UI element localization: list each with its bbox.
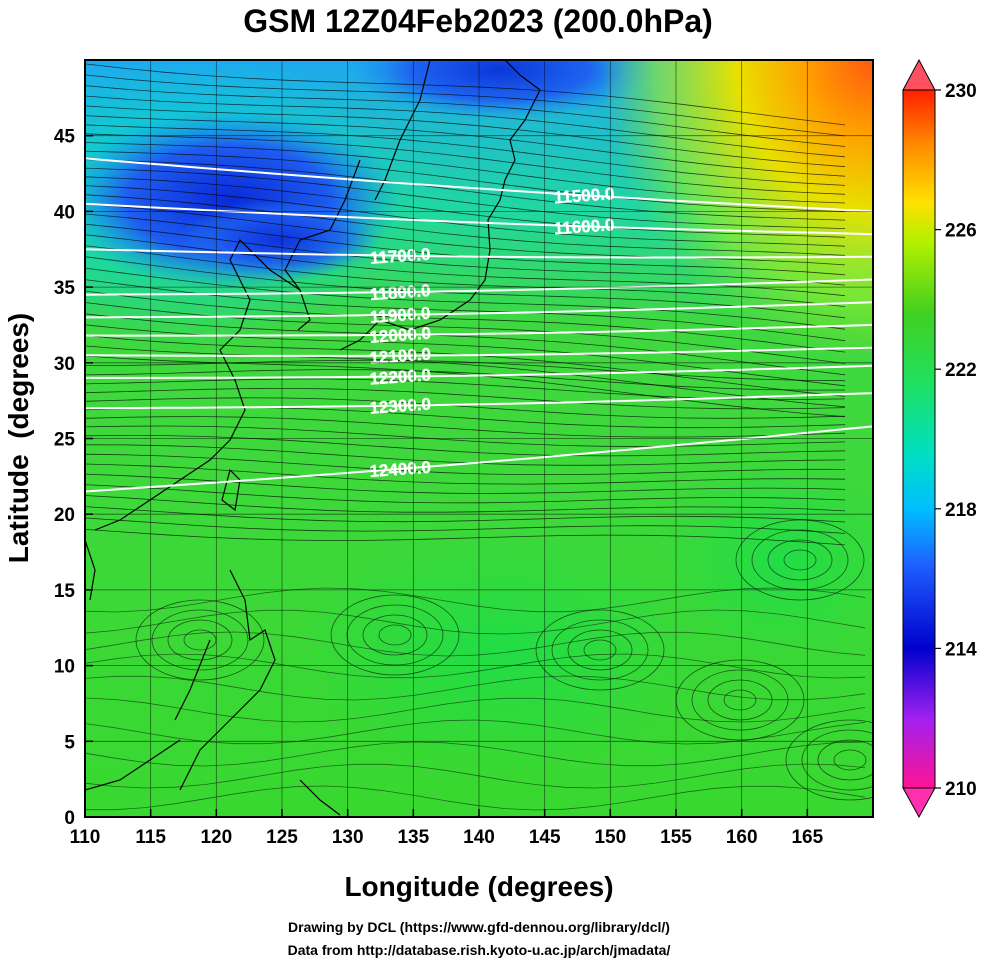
x-tick-label: 120: [200, 827, 232, 848]
x-tick-label: 140: [463, 827, 495, 848]
x-tick-label: 125: [266, 827, 298, 848]
y-axis: 0 5 10 15 20 25 30 35 40 45: [54, 127, 93, 829]
x-tick-label: 115: [135, 827, 166, 848]
contour-label: 11600.0: [553, 215, 615, 238]
y-tick-label: 10: [54, 657, 75, 678]
colorbar-label: 226: [945, 221, 977, 242]
contour-label: 11500.0: [553, 184, 615, 207]
x-axis: 110 115 120 125 130 135 140 145 150 155 160 165: [70, 809, 824, 848]
contour-label: 12400.0: [369, 458, 432, 481]
y-tick-label: 45: [54, 127, 76, 148]
x-tick-label: 165: [791, 827, 823, 848]
x-tick-label: 135: [397, 827, 429, 848]
y-tick-label: 0: [64, 808, 75, 829]
map-grid: [85, 60, 873, 817]
x-tick-label: 155: [660, 827, 692, 848]
wind-streamlines: [85, 60, 873, 811]
y-tick-label: 25: [54, 430, 76, 451]
colorbar-label: 214: [945, 639, 977, 660]
x-tick-label: 130: [332, 827, 364, 848]
y-tick-label: 5: [64, 732, 75, 753]
y-tick-label: 15: [54, 581, 76, 602]
contour-label: 12100.0: [369, 345, 432, 368]
credit-line-1: Drawing by DCL (https://www.gfd-dennou.o…: [288, 919, 670, 935]
coastline: [85, 60, 541, 816]
colorbar-max-arrow: [902, 58, 936, 91]
colorbar-label: 230: [945, 81, 977, 102]
x-tick-label: 150: [594, 827, 626, 848]
colorbar-min-arrow: [902, 787, 936, 819]
colorbar: 230 226 222 218 214 210: [902, 58, 977, 819]
x-tick-label: 160: [726, 827, 758, 848]
colorbar-label: 210: [945, 779, 977, 800]
colorbar-gradient: [902, 89, 936, 789]
figure-title: GSM 12Z04Feb2023 (200.0hPa): [243, 3, 713, 39]
y-tick-label: 20: [54, 505, 75, 526]
credit-line-2: Data from http://database.rish.kyoto-u.a…: [288, 942, 671, 958]
y-tick-label: 30: [54, 354, 75, 375]
contour-label: 12000.0: [369, 324, 432, 347]
colorbar-label: 222: [945, 360, 977, 381]
x-tick-label: 110: [70, 827, 101, 848]
contour-label: 12200.0: [369, 365, 432, 388]
y-tick-label: 35: [54, 278, 76, 299]
y-axis-label: Latitude (degrees): [3, 313, 34, 563]
x-tick-label: 145: [529, 827, 561, 848]
y-tick-label: 40: [54, 202, 75, 223]
x-axis-label: Longitude (degrees): [344, 871, 613, 902]
colorbar-label: 218: [945, 500, 977, 521]
contour-label: 11700.0: [369, 245, 431, 268]
contour-label: 11900.0: [369, 304, 431, 327]
temperature-field: 11500.011600.011700.011800.011900.012000…: [85, 60, 873, 817]
contour-label: 12300.0: [369, 394, 432, 417]
